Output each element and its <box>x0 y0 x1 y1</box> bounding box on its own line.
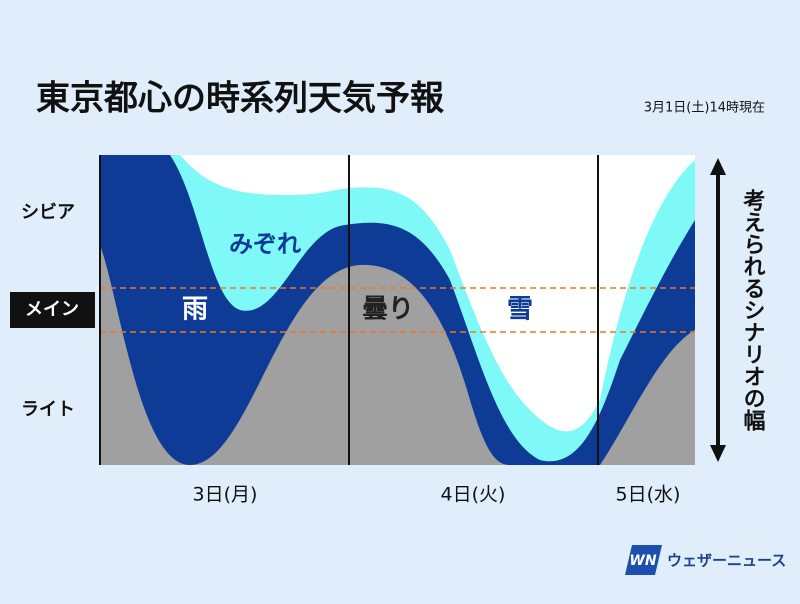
logo-name: ウェザーニュース <box>667 552 786 570</box>
scenario-label: ライト <box>21 399 75 420</box>
logo: WN ウェザーニュース <box>625 545 786 575</box>
day-label: 4日(火) <box>441 484 506 506</box>
snow-label: 雪 <box>507 295 533 325</box>
cloudy-area <box>100 245 695 465</box>
rain-label: 雨 <box>182 295 208 325</box>
plot-area: みぞれ 雨 曇り 雪 <box>99 155 695 465</box>
logo-mark: WN <box>629 553 656 569</box>
timestamp: 3月1日(土)14時現在 <box>644 101 765 116</box>
sleet-label: みぞれ <box>229 230 301 258</box>
scenario-label: シビア <box>21 202 75 223</box>
range-arrow <box>710 158 726 462</box>
title: 東京都心の時系列天気予報 <box>36 79 445 119</box>
cloudy-label: 曇り <box>362 295 414 325</box>
day-label: 3日(月) <box>193 484 258 506</box>
day-label: 5日(水) <box>616 484 681 506</box>
scenario-label: メイン <box>25 299 79 320</box>
range-label: 考えられるシナリオの幅 <box>740 189 767 432</box>
main-label-box <box>10 292 95 328</box>
